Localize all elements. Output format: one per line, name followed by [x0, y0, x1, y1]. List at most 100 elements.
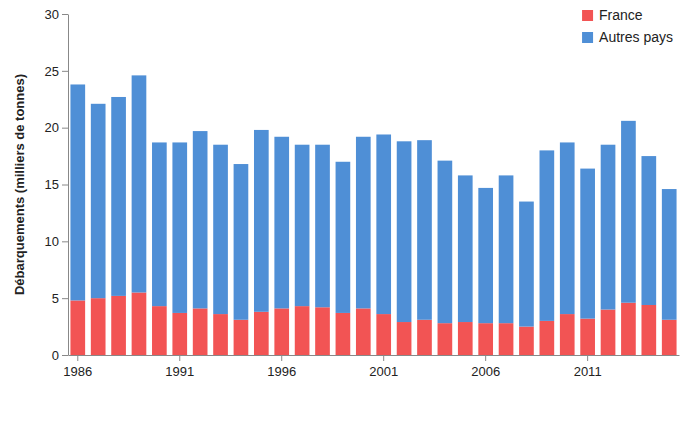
bar — [234, 320, 249, 355]
y-axis: 0 5 10 15 20 25 30 — [45, 7, 69, 363]
bar — [499, 323, 514, 355]
y-tick-label: 10 — [45, 234, 59, 249]
y-tick-label: 20 — [45, 120, 59, 135]
bar — [397, 322, 412, 355]
bars — [70, 75, 676, 355]
bar — [234, 164, 249, 320]
bar — [193, 308, 208, 355]
y-tick: 20 — [45, 120, 68, 135]
bar — [111, 97, 126, 296]
y-tick-mark — [62, 185, 68, 186]
bar — [641, 156, 656, 305]
x-tick-label: 2011 — [574, 364, 602, 379]
bar — [662, 189, 677, 320]
y-tick-label: 5 — [52, 291, 59, 306]
x-tick: 2006 — [471, 355, 500, 379]
bar — [193, 131, 208, 308]
x-axis: 198619911996200120062011 — [63, 355, 679, 379]
bar — [417, 320, 432, 355]
y-tick: 15 — [45, 177, 68, 192]
bar — [132, 292, 147, 355]
bar — [274, 308, 289, 355]
x-tick: 2011 — [574, 355, 602, 379]
bar — [356, 137, 371, 309]
bar — [172, 313, 187, 355]
y-tick-mark — [62, 128, 68, 129]
bar — [458, 175, 473, 322]
legend-swatch — [582, 10, 593, 21]
bar — [621, 303, 636, 355]
y-tick: 30 — [45, 7, 68, 22]
bar — [397, 141, 412, 322]
bar — [91, 104, 106, 298]
bar — [132, 75, 147, 292]
x-tick-mark — [587, 355, 588, 361]
bar — [254, 130, 269, 312]
bar — [417, 140, 432, 320]
bar — [601, 145, 616, 310]
bar — [70, 300, 85, 355]
bar — [662, 320, 677, 355]
x-tick: 1996 — [267, 355, 296, 379]
bar — [540, 150, 555, 321]
y-tick-label: 25 — [45, 63, 59, 78]
bar — [152, 142, 167, 306]
bar — [274, 137, 289, 309]
bar — [295, 306, 310, 355]
bar — [560, 314, 575, 355]
y-tick: 5 — [52, 291, 68, 306]
bar — [438, 323, 453, 355]
bar — [438, 161, 453, 324]
x-tick-label: 2006 — [471, 364, 500, 379]
bar — [295, 145, 310, 306]
legend-label: France — [599, 7, 643, 23]
y-tick: 10 — [45, 234, 68, 249]
bar — [601, 310, 616, 355]
y-tick-mark — [62, 71, 68, 72]
x-tick: 2001 — [369, 355, 398, 379]
y-tick-label: 0 — [52, 348, 59, 363]
bar — [70, 84, 85, 300]
bar — [213, 314, 228, 355]
legend-label: Autres pays — [599, 29, 673, 45]
plot: 051015202530198619911996200120062011 — [45, 7, 680, 379]
bar — [478, 323, 493, 355]
bar — [315, 145, 330, 308]
bar — [91, 298, 106, 355]
legend-swatch — [582, 32, 593, 43]
bar — [519, 202, 534, 327]
y-axis-line — [68, 15, 69, 356]
x-tick-mark — [179, 355, 180, 361]
y-tick-label: 15 — [45, 177, 59, 192]
bar — [519, 327, 534, 355]
bar — [621, 121, 636, 303]
bar — [254, 312, 269, 355]
bar — [356, 308, 371, 355]
y-tick-mark — [62, 241, 68, 242]
x-tick-mark — [383, 355, 384, 361]
y-tick: 25 — [45, 63, 68, 78]
bar — [336, 313, 351, 355]
x-tick-label: 1986 — [63, 364, 92, 379]
bar — [111, 296, 126, 355]
bar — [580, 169, 595, 319]
bar — [376, 314, 391, 355]
bar — [641, 305, 656, 355]
y-tick-mark — [62, 14, 68, 15]
bar — [540, 321, 555, 355]
y-tick-mark — [62, 355, 68, 356]
x-tick-mark — [77, 355, 78, 361]
y-axis-title: Débarquements (milliers de tonnes) — [12, 74, 27, 295]
bar — [172, 142, 187, 313]
bar — [478, 188, 493, 323]
bar — [336, 162, 351, 313]
bar — [315, 307, 330, 355]
bar — [560, 142, 575, 314]
x-tick-label: 1996 — [267, 364, 296, 379]
legend: France Autres pays — [582, 7, 673, 45]
x-tick-label: 2001 — [369, 364, 398, 379]
bar — [213, 145, 228, 314]
x-tick-mark — [485, 355, 486, 361]
x-tick-mark — [281, 355, 282, 361]
bar — [580, 319, 595, 355]
